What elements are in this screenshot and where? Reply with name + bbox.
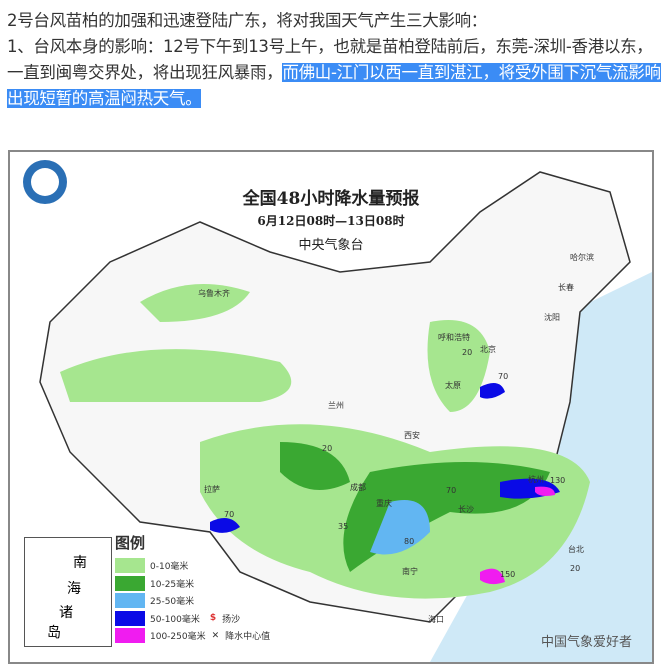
city-label: 重庆 (376, 499, 392, 508)
rain-area-light (60, 349, 292, 402)
value-label: 80 (404, 537, 415, 546)
value-label: 130 (550, 476, 566, 485)
sand-icon: $ (209, 613, 217, 624)
rain-area-light (427, 320, 490, 412)
legend-item: 25-50毫米 (115, 592, 270, 610)
rain-area-storm (210, 518, 240, 533)
rain-area-moderate (343, 462, 550, 572)
cross-icon: ✕ (211, 630, 220, 641)
city-label: 呼和浩特 (438, 333, 470, 342)
city-label: 南宁 (402, 567, 418, 576)
value-label: 70 (224, 510, 235, 519)
legend-item: 10-25毫米 (115, 575, 270, 593)
city-label: 西安 (404, 431, 420, 440)
value-label: 150 (500, 570, 516, 579)
article-paragraph-2: 1、台风本身的影响：12号下午到13号上午，也就是苗柏登陆前后，东莞-深圳-香港… (7, 34, 662, 112)
inset-label: 诸 (59, 605, 73, 621)
value-label: 20 (462, 348, 473, 357)
legend-item: 100-250毫米 ✕ 降水中心值 (115, 627, 270, 645)
rain-area-light (140, 284, 250, 322)
rain-area-moderate (280, 442, 350, 490)
article-text: 2号台风苗柏的加强和迅速登陆广东，将对我国天气产生三大影响： 1、台风本身的影响… (7, 8, 662, 112)
city-label: 杭州 (528, 475, 544, 484)
value-label: 70 (446, 486, 457, 495)
value-label: 20 (322, 444, 333, 453)
city-label: 成都 (350, 483, 366, 492)
map-period: 6月12日08时—13日08时 (257, 214, 405, 228)
city-label: 哈尔滨 (570, 253, 594, 262)
legend-heading: 图例 (115, 534, 146, 552)
city-label: 台北 (568, 545, 584, 554)
map-graphic (10, 152, 652, 662)
south-china-sea-inset: 南 海 诸 岛 (24, 537, 112, 647)
city-label: 长沙 (458, 505, 474, 514)
city-label: 兰州 (328, 401, 344, 410)
city-label: 太原 (445, 381, 461, 390)
city-label: 乌鲁木齐 (198, 289, 230, 298)
rain-area-extreme (535, 486, 555, 496)
plain-text: 1、台风本身的影响：12号下午到13号上午，也就是苗柏登陆前后，东莞-深圳-香港… (7, 37, 653, 82)
value-label: 70 (498, 372, 509, 381)
watermark: 中国气象爱好者 (540, 635, 632, 650)
city-label: 沈阳 (544, 313, 560, 322)
rain-area-heavy (370, 500, 430, 555)
inset-label: 岛 (47, 625, 61, 641)
rain-area-storm (480, 383, 505, 399)
map-legend: 图例 0-10毫米 10-25毫米 25-50毫米 50-100毫米 $ 扬沙 10… (115, 532, 270, 645)
article-line-1: 2号台风苗柏的加强和迅速登陆广东，将对我国天气产生三大影响： (7, 11, 487, 30)
value-label: 35 (338, 522, 349, 531)
map-title: 全国48小时降水量预报 (242, 189, 420, 209)
city-label: 海口 (428, 615, 444, 624)
precipitation-map: 全国48小时降水量预报 6月12日08时—13日08时 中央气象台 乌鲁木齐 呼… (8, 150, 654, 664)
inset-label: 海 (67, 581, 81, 597)
map-issuer: 中央气象台 (298, 238, 364, 253)
legend-item: 0-10毫米 (115, 557, 270, 575)
sea-area (430, 272, 652, 662)
inset-label: 南 (73, 555, 87, 571)
rain-area-extreme (480, 568, 505, 585)
value-label: 20 (570, 564, 581, 573)
city-label: 拉萨 (204, 485, 220, 494)
city-label: 长春 (558, 283, 574, 292)
legend-item: 50-100毫米 $ 扬沙 (115, 610, 270, 628)
city-label: 北京 (480, 345, 496, 354)
